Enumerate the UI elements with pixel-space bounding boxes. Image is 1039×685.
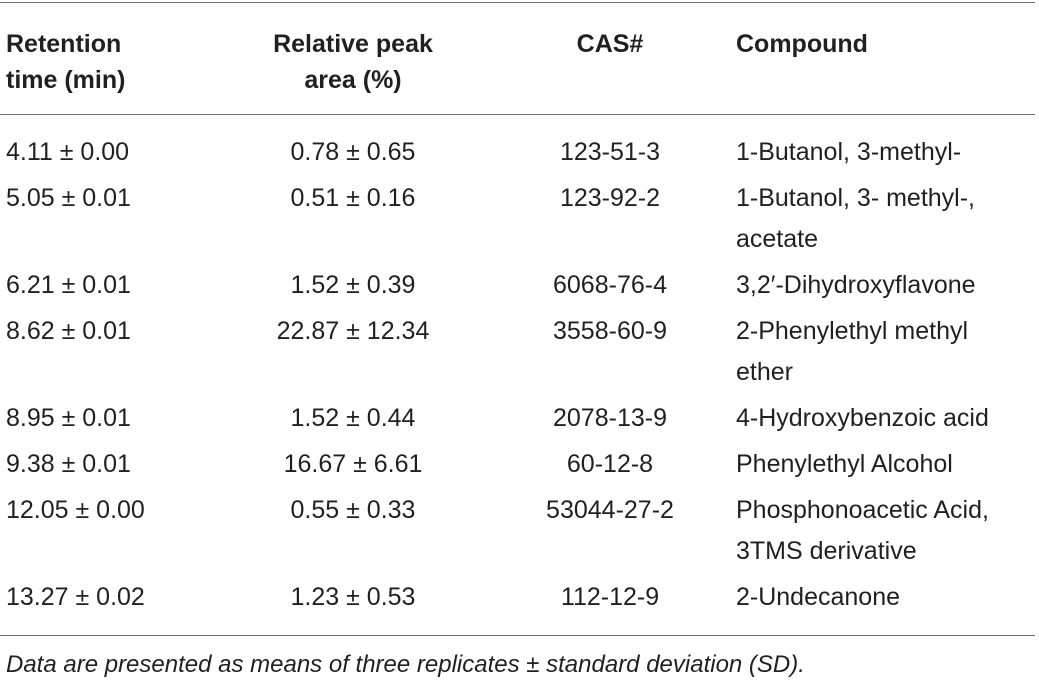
header-line: area (%)	[304, 66, 402, 94]
compound-cell: 2-Phenylethyl methyl ether	[730, 311, 1035, 393]
relative-peak-area-cell: 1.23 ± 0.53	[290, 583, 416, 611]
retention-time-cell: 4.11 ± 0.00	[6, 138, 130, 166]
retention-time-cell: 6.21 ± 0.01	[6, 271, 131, 299]
cas-number-cell: 3558-60-9	[553, 317, 667, 345]
relative-peak-area-cell: 16.67 ± 6.61	[283, 450, 423, 478]
table-body: 4.11 ± 0.00 0.78 ± 0.65 123-51-3 1-Butanol,…	[0, 115, 1035, 635]
header-relative-peak-area: Relative peak area (%)	[210, 26, 490, 114]
table-row: 5.05 ± 0.01 0.51 ± 0.16 123-92-2 1-Butanol,…	[0, 178, 1035, 260]
header-line: Relative peak	[273, 30, 433, 58]
cas-number-cell: 6068-76-4	[553, 271, 667, 299]
compound-cell: Phosphonoacetic Acid, 3TMS derivative	[730, 490, 1035, 572]
cas-number-cell: 123-51-3	[559, 138, 661, 166]
compound-line: 3,2′-Dihydroxyflavone	[736, 271, 976, 299]
header-compound: Compound	[730, 26, 1035, 114]
compound-line: 2-Undecanone	[736, 583, 901, 611]
relative-peak-area-cell: 0.51 ± 0.16	[290, 184, 416, 212]
cas-number-cell: 112-12-9	[560, 583, 660, 611]
retention-time-cell: 8.95 ± 0.01	[6, 404, 131, 432]
cas-number-cell: 60-12-8	[566, 450, 654, 478]
header-line: Retention	[6, 30, 122, 58]
table-row: 4.11 ± 0.00 0.78 ± 0.65 123-51-3 1-Butanol,…	[0, 132, 1035, 173]
cas-number-cell: 123-92-2	[559, 184, 661, 212]
header-retention-time: Retention time (min)	[0, 26, 210, 114]
header-line: time (min)	[6, 66, 126, 94]
table-bottom-rule	[0, 635, 1035, 636]
table-row: 12.05 ± 0.00 0.55 ± 0.33 53044-27-2 Phospho…	[0, 490, 1035, 572]
relative-peak-area-cell: 0.78 ± 0.65	[290, 138, 416, 166]
table-footnote: Data are presented as means of three rep…	[6, 651, 805, 678]
compound-cell: 3,2′-Dihydroxyflavone	[730, 265, 1035, 306]
relative-peak-area-cell: 1.52 ± 0.44	[290, 404, 416, 432]
header-line: Compound	[736, 30, 868, 58]
compound-line: acetate	[736, 225, 819, 253]
compound-line: ether	[736, 358, 793, 386]
compound-line: Phenylethyl Alcohol	[736, 450, 953, 478]
compound-line: Phosphonoacetic Acid,	[736, 496, 989, 524]
compound-line: 2-Phenylethyl methyl	[736, 317, 969, 345]
compound-line: 1-Butanol, 3- methyl-,	[736, 184, 975, 212]
retention-time-cell: 12.05 ± 0.00	[6, 496, 145, 524]
table-row: 8.62 ± 0.01 22.87 ± 12.34 3558-60-9 2-Pheny…	[0, 311, 1035, 393]
header-cas: CAS#	[490, 26, 730, 114]
relative-peak-area-cell: 0.55 ± 0.33	[290, 496, 416, 524]
table-header-row: Retention time (min) Relative peak area …	[0, 3, 1035, 114]
table-row: 8.95 ± 0.01 1.52 ± 0.44 2078-13-9 4-Hydroxy…	[0, 398, 1035, 439]
compound-line: 1-Butanol, 3-methyl-	[736, 138, 962, 166]
table-row: 9.38 ± 0.01 16.67 ± 6.61 60-12-8 Phenylethy…	[0, 444, 1035, 485]
table-header-rule	[0, 114, 1035, 115]
relative-peak-area-cell: 22.87 ± 12.34	[276, 317, 430, 345]
table-top-rule	[0, 2, 1035, 3]
table-row: 13.27 ± 0.02 1.23 ± 0.53 112-12-9 2-Undecan…	[0, 577, 1035, 618]
compound-line: 3TMS derivative	[736, 537, 917, 565]
compound-line: 4-Hydroxybenzoic acid	[736, 404, 989, 432]
compound-cell: 2-Undecanone	[730, 577, 1035, 618]
table-row: 6.21 ± 0.01 1.52 ± 0.39 6068-76-4 3,2′-Dihy…	[0, 265, 1035, 306]
compound-cell: 1-Butanol, 3-methyl-	[730, 132, 1035, 173]
retention-time-cell: 13.27 ± 0.02	[6, 583, 145, 611]
cas-number-cell: 2078-13-9	[553, 404, 667, 432]
compound-cell: 4-Hydroxybenzoic acid	[730, 398, 1035, 439]
retention-time-cell: 9.38 ± 0.01	[6, 450, 131, 478]
compound-cell: Phenylethyl Alcohol	[730, 444, 1035, 485]
relative-peak-area-cell: 1.52 ± 0.39	[290, 271, 416, 299]
retention-time-cell: 8.62 ± 0.01	[6, 317, 131, 345]
header-line: CAS#	[576, 30, 644, 58]
cas-number-cell: 53044-27-2	[546, 496, 674, 524]
compound-cell: 1-Butanol, 3- methyl-, acetate	[730, 178, 1035, 260]
retention-time-cell: 5.05 ± 0.01	[6, 184, 131, 212]
